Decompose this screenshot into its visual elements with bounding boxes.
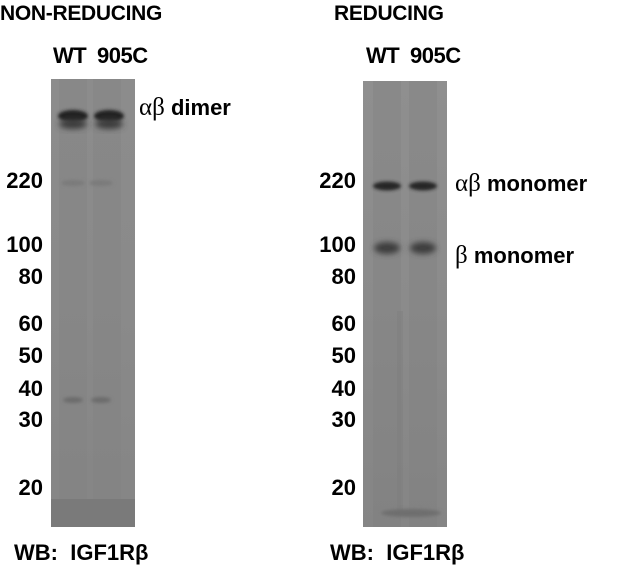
marker-50-left: 50 (18, 343, 43, 368)
lane-label-wt: WT (53, 43, 87, 68)
label-dimer: αβ dimer (139, 94, 231, 121)
non-reducing-blot (51, 79, 135, 527)
marker-80-left: 80 (18, 264, 43, 289)
wb-label-right: WB: IGF1Rβ (330, 540, 465, 565)
lane-label-905c: 905C (97, 43, 148, 68)
marker-50-right: 50 (331, 343, 356, 368)
marker-30-right: 30 (331, 407, 356, 432)
right-lane-labels: WT 905C (366, 43, 461, 69)
band-ab-monomer-wt (373, 181, 401, 191)
band-dimer-wt (58, 110, 88, 122)
marker-100-left: 100 (6, 232, 43, 257)
band-dimer-905c (94, 110, 124, 122)
marker-60-left: 60 (18, 311, 43, 336)
marker-80-right: 80 (331, 264, 356, 289)
reducing-blot (363, 81, 447, 527)
marker-20-right: 20 (331, 475, 356, 500)
lane-label-wt: WT (366, 43, 400, 68)
band-b-monomer-wt (374, 242, 400, 254)
marker-100-right: 100 (319, 232, 356, 257)
reducing-title: REDUCING (334, 2, 444, 25)
wb-label-left: WB: IGF1Rβ (14, 540, 149, 565)
marker-40-right: 40 (331, 376, 356, 401)
left-lane-labels: WT 905C (53, 43, 148, 69)
marker-30-left: 30 (18, 407, 43, 432)
lane-label-905c: 905C (410, 43, 461, 68)
label-b-monomer: β monomer (455, 242, 575, 269)
label-ab-monomer: αβ monomer (455, 170, 588, 197)
marker-20-left: 20 (18, 475, 43, 500)
non-reducing-title: NON-REDUCING (0, 2, 163, 25)
marker-220-right: 220 (319, 168, 356, 193)
marker-60-right: 60 (331, 311, 356, 336)
band-b-monomer-905c (410, 242, 436, 254)
marker-220-left: 220 (6, 168, 43, 193)
band-ab-monomer-905c (409, 181, 437, 191)
marker-40-left: 40 (18, 376, 43, 401)
